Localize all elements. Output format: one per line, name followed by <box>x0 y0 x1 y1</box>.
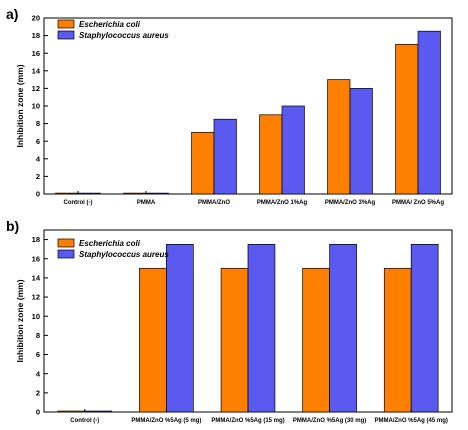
x-tick-label: Control (-) <box>64 200 93 206</box>
legend-entry: Staphylococcus aureus <box>79 250 169 259</box>
y-tick-label: 4 <box>36 369 41 378</box>
bar <box>417 30 441 195</box>
bar <box>395 44 419 195</box>
bar <box>220 267 249 413</box>
bar <box>55 192 79 195</box>
y-tick-label: 18 <box>32 235 40 244</box>
legend-swatch <box>57 30 75 40</box>
bar <box>84 410 113 413</box>
bar <box>166 244 194 413</box>
y-tick-label: 16 <box>32 49 40 58</box>
bar <box>247 244 276 413</box>
bar <box>77 192 101 195</box>
y-tick-label: 4 <box>36 154 41 163</box>
bar <box>410 244 439 413</box>
y-tick-label: 14 <box>32 66 41 75</box>
panel-label: a) <box>6 6 18 22</box>
x-tick-label: PMMA/ZnO %5Ag (30 mg) <box>293 418 366 424</box>
bar <box>57 410 86 413</box>
bar <box>281 105 305 195</box>
x-tick-label: PMMA/ZnO %5Ag (5 mg) <box>131 418 201 424</box>
x-tick-label: PMMA <box>137 200 156 206</box>
bar <box>145 192 169 195</box>
x-tick-label: PMMA/ZnO 1%Ag <box>257 200 308 206</box>
panel-label: b) <box>6 218 19 234</box>
panel-a: 0 2 4 6 8 10 12 14 16 18 20 Control (-) PMMA PMMA/ZnO… <box>6 6 453 206</box>
y-axis-label: Inhibition zone (mm) <box>15 279 25 362</box>
y-tick-label: 2 <box>36 388 40 397</box>
bar <box>123 192 147 195</box>
y-axis-label: Inhibition zone (mm) <box>15 64 25 147</box>
y-tick-label: 2 <box>36 172 40 181</box>
x-tick-label: PMMA/ZnO <box>198 200 230 206</box>
y-tick-label: 12 <box>32 293 40 302</box>
bar <box>139 267 167 413</box>
y-tick-label: 18 <box>32 31 40 40</box>
legend-swatch <box>57 249 75 259</box>
y-tick-label: 20 <box>32 14 40 23</box>
x-tick-label: PMMA/ZnO %5Ag (45 mg) <box>375 418 448 424</box>
y-tick-label: 6 <box>36 137 40 146</box>
legend-entry: Escherichia coli <box>79 239 141 248</box>
y-tick-label: 14 <box>32 273 41 282</box>
x-tick-label: PMMA/ZnO 3%Ag <box>325 200 376 206</box>
panel-b: 0 2 4 6 8 10 12 14 16 18 Control (-) PMMA/ZnO %5Ag … <box>6 218 453 424</box>
bar <box>302 267 330 413</box>
bar <box>213 118 237 195</box>
y-tick-label: 10 <box>32 102 40 111</box>
y-tick-label: 0 <box>36 408 40 417</box>
bar <box>259 114 283 195</box>
y-tick-label: 8 <box>36 119 40 128</box>
bar <box>349 88 373 195</box>
x-tick-label: Control (-) <box>70 418 99 424</box>
x-tick-label: PMMA/ ZnO 5%Ag <box>392 200 444 206</box>
y-tick-label: 8 <box>36 331 40 340</box>
y-tick-label: 10 <box>32 312 40 321</box>
legend-entry: Escherichia coli <box>79 20 141 29</box>
y-tick-label: 6 <box>36 350 40 359</box>
legend-entry: Staphylococcus aureus <box>79 31 169 40</box>
bar <box>383 267 412 413</box>
y-tick-label: 12 <box>32 84 40 93</box>
bar <box>191 132 215 195</box>
y-tick-label: 16 <box>32 254 40 263</box>
legend-swatch <box>57 238 75 248</box>
bar <box>327 79 351 195</box>
legend-swatch <box>57 19 75 29</box>
x-tick-label: PMMA/ZnO %5Ag (15 mg) <box>211 418 284 424</box>
y-tick-label: 0 <box>36 190 40 199</box>
bar <box>329 244 357 413</box>
